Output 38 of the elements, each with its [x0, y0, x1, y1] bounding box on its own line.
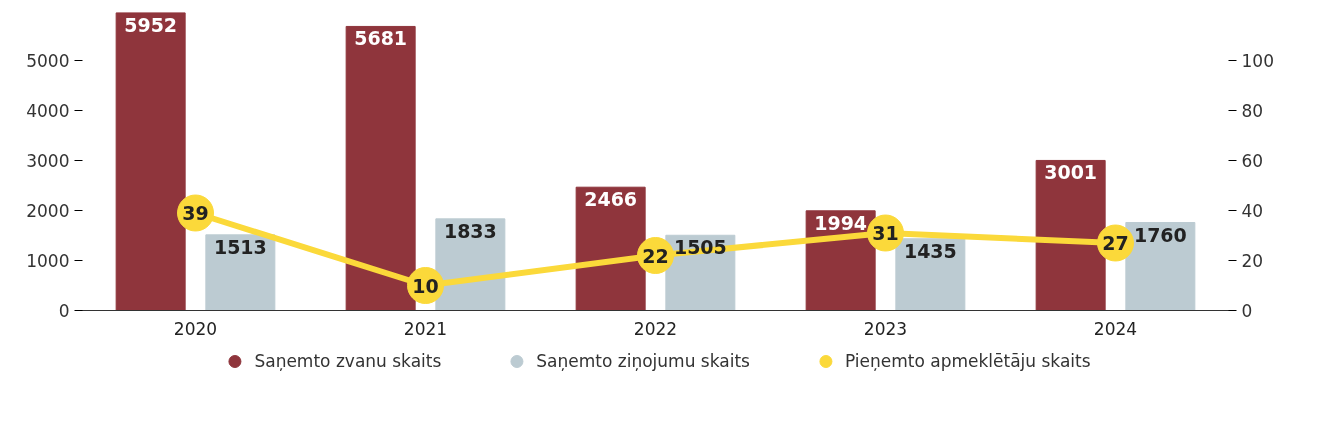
y-tick-label: 5000 — [26, 51, 70, 71]
data-label: 22 — [642, 244, 669, 267]
data-label: 1994 — [814, 211, 868, 234]
bar — [345, 25, 416, 311]
legend-label: Saņemto zvanu skaits — [254, 351, 442, 371]
data-label: 1505 — [673, 236, 727, 259]
data-label: 1833 — [443, 219, 497, 242]
y-tick-label: 2000 — [26, 201, 70, 221]
y2-tick-label: 40 — [1241, 201, 1264, 221]
bar — [205, 234, 276, 311]
data-label: 5952 — [124, 13, 178, 36]
y2-tick-label: 0 — [1241, 301, 1253, 321]
data-label: 1435 — [903, 239, 957, 262]
x-tick-label: 2023 — [863, 318, 908, 339]
legend-label: Saņemto ziņojumu skaits — [536, 351, 750, 371]
bar — [895, 238, 966, 311]
data-label: 39 — [182, 202, 209, 224]
x-tick-label: 2020 — [173, 318, 218, 339]
x-tick-label: 2022 — [633, 318, 678, 339]
data-label: 27 — [1102, 232, 1129, 254]
y2-tick-label: 60 — [1241, 151, 1264, 171]
x-tick-label: 2021 — [403, 318, 448, 339]
x-tick-label: 2024 — [1093, 318, 1138, 339]
data-label: 5681 — [354, 27, 408, 50]
y-tick-label: 3000 — [26, 151, 70, 171]
data-label: 2466 — [584, 188, 638, 211]
data-label: 1513 — [213, 235, 267, 258]
y-tick-label: 0 — [58, 301, 70, 321]
y2-tick-label: 80 — [1241, 101, 1264, 121]
data-label: 31 — [872, 222, 899, 244]
legend-label: Pieņemto apmeklētāju skaits — [844, 351, 1091, 371]
data-label: 10 — [412, 274, 439, 297]
y2-tick-label: 20 — [1241, 251, 1264, 271]
y-tick-label: 1000 — [26, 251, 70, 271]
data-label: 1760 — [1133, 223, 1187, 246]
y-tick-label: 4000 — [26, 101, 70, 121]
y2-tick-label: 100 — [1241, 51, 1274, 71]
data-label: 3001 — [1044, 161, 1098, 184]
